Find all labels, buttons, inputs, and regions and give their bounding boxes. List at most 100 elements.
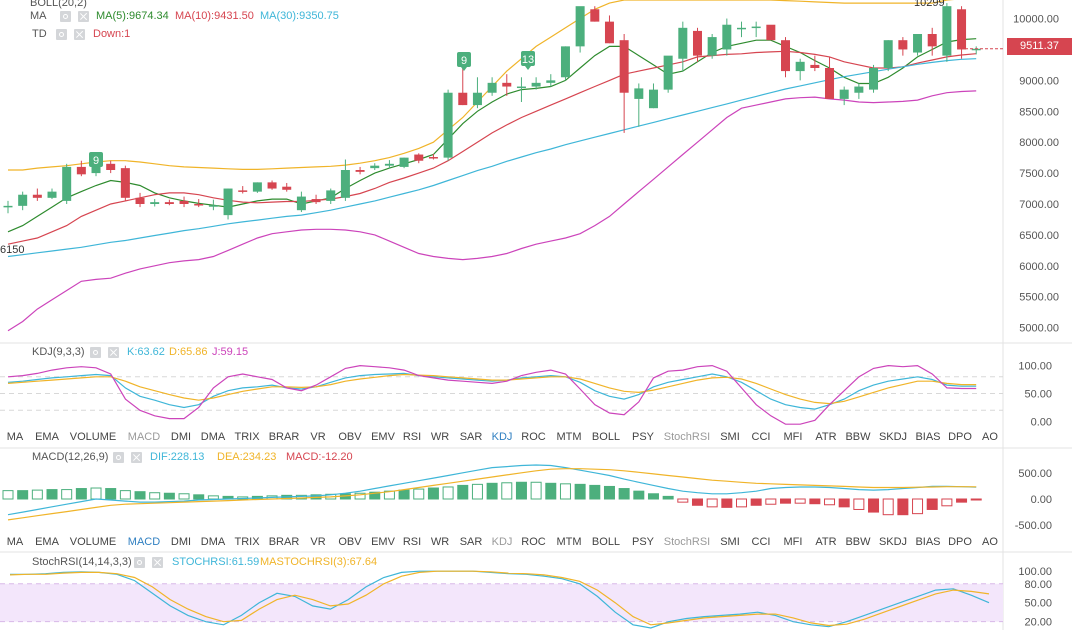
candle xyxy=(120,168,130,198)
tab-mtm[interactable]: MTM xyxy=(556,431,582,443)
tab-stochrsi[interactable]: StochRSI xyxy=(663,431,711,443)
tab-skdj[interactable]: SKDJ xyxy=(878,431,908,443)
tab-smi[interactable]: SMI xyxy=(720,431,740,443)
tab-boll[interactable]: BOLL xyxy=(591,536,621,548)
tab-bias[interactable]: BIAS xyxy=(915,431,941,443)
macd-histogram-bar xyxy=(486,482,498,500)
tab-vr[interactable]: VR xyxy=(310,431,326,443)
candle xyxy=(340,170,350,198)
tab-ema[interactable]: EMA xyxy=(35,431,59,443)
close-icon[interactable] xyxy=(131,452,142,463)
tab-emv[interactable]: EMV xyxy=(371,431,395,443)
tab-brar[interactable]: BRAR xyxy=(268,536,300,548)
tab-skdj[interactable]: SKDJ xyxy=(878,536,908,548)
tab-obv[interactable]: OBV xyxy=(338,431,362,443)
candle xyxy=(619,40,629,93)
candle xyxy=(766,24,776,41)
tab-obv[interactable]: OBV xyxy=(338,536,362,548)
boll-legend: BOLL(20,2) xyxy=(30,0,87,10)
macd-dea-value: DEA:234.23 xyxy=(217,451,277,463)
stochrsi-y-tick: 100.00 xyxy=(1018,566,1052,578)
tab-dpo[interactable]: DPO xyxy=(948,536,972,548)
tab-roc[interactable]: ROC xyxy=(521,431,546,443)
tab-dmi[interactable]: DMI xyxy=(170,431,192,443)
tab-mfi[interactable]: MFI xyxy=(783,536,803,548)
macd-histogram-bar xyxy=(824,498,836,506)
tab-trix[interactable]: TRIX xyxy=(234,431,260,443)
td-marker xyxy=(89,152,103,167)
tab-ema[interactable]: EMA xyxy=(35,536,59,548)
close-icon[interactable] xyxy=(74,29,85,40)
tab-atr[interactable]: ATR xyxy=(815,536,837,548)
tab-ma[interactable]: MA xyxy=(6,431,24,443)
ma-legend: MA xyxy=(30,9,47,23)
candle xyxy=(810,64,820,68)
close-icon[interactable] xyxy=(108,347,119,358)
tab-bbw[interactable]: BBW xyxy=(845,431,871,443)
td-marker-pointer xyxy=(93,167,99,171)
tab-macd[interactable]: MACD xyxy=(127,536,161,548)
tab-brar[interactable]: BRAR xyxy=(268,431,300,443)
indicator-tab-bar: MA EMA VOLUME MACD DMI DMA TRIX BRAR VR OBV EMV RSI… xyxy=(0,429,1005,445)
kdj-line-d xyxy=(7,373,977,405)
visibility-toggle-icon[interactable] xyxy=(90,347,101,358)
tab-emv[interactable]: EMV xyxy=(371,536,395,548)
tab-volume[interactable]: VOLUME xyxy=(69,536,117,548)
tab-volume[interactable]: VOLUME xyxy=(69,431,117,443)
tab-ao[interactable]: AO xyxy=(982,431,998,443)
macd-histogram-bar xyxy=(61,489,73,500)
tab-dmi[interactable]: DMI xyxy=(170,536,192,548)
macd-histogram-bar xyxy=(134,491,146,500)
tab-dma[interactable]: DMA xyxy=(200,431,226,443)
tab-boll[interactable]: BOLL xyxy=(591,431,621,443)
tab-stochrsi[interactable]: StochRSI xyxy=(663,536,711,548)
candle xyxy=(62,166,72,201)
visibility-toggle-icon[interactable] xyxy=(60,11,71,22)
tab-sar[interactable]: SAR xyxy=(459,431,483,443)
candle xyxy=(560,46,570,78)
visibility-toggle-icon[interactable] xyxy=(134,557,145,568)
kdj-k-value: K:63.62 xyxy=(127,346,165,358)
tab-kdj[interactable]: KDJ xyxy=(491,536,513,548)
visibility-toggle-icon[interactable] xyxy=(56,29,67,40)
tab-cci[interactable]: CCI xyxy=(751,431,771,443)
tab-rsi[interactable]: RSI xyxy=(402,431,422,443)
tab-dpo[interactable]: DPO xyxy=(948,431,972,443)
tab-mfi[interactable]: MFI xyxy=(783,431,803,443)
series-line-ma10 xyxy=(7,50,977,245)
tab-wr[interactable]: WR xyxy=(430,536,450,548)
tab-dma[interactable]: DMA xyxy=(200,536,226,548)
tab-rsi[interactable]: RSI xyxy=(402,536,422,548)
tab-vr[interactable]: VR xyxy=(310,536,326,548)
candle xyxy=(604,21,614,44)
tab-ma[interactable]: MA xyxy=(6,536,24,548)
y-tick-label: 7500.00 xyxy=(1019,168,1059,180)
tab-bbw[interactable]: BBW xyxy=(845,536,871,548)
candle xyxy=(692,30,702,56)
tab-atr[interactable]: ATR xyxy=(815,431,837,443)
tab-roc[interactable]: ROC xyxy=(521,536,546,548)
tab-psy[interactable]: PSY xyxy=(631,431,654,443)
tab-macd[interactable]: MACD xyxy=(127,431,161,443)
visibility-toggle-icon[interactable] xyxy=(113,452,124,463)
tab-smi[interactable]: SMI xyxy=(720,536,740,548)
macd-legend-label: MACD(12,26,9) xyxy=(32,451,109,463)
tab-wr[interactable]: WR xyxy=(430,431,450,443)
tab-kdj[interactable]: KDJ xyxy=(491,431,513,443)
tab-mtm[interactable]: MTM xyxy=(556,536,582,548)
tab-trix[interactable]: TRIX xyxy=(234,536,260,548)
close-icon[interactable] xyxy=(78,11,89,22)
close-icon[interactable] xyxy=(152,557,163,568)
macd-histogram-bar xyxy=(90,487,102,500)
candle xyxy=(971,48,981,51)
kdj-d-value: D:65.86 xyxy=(169,346,208,358)
tab-bias[interactable]: BIAS xyxy=(915,536,941,548)
tab-sar[interactable]: SAR xyxy=(459,536,483,548)
tab-ao[interactable]: AO xyxy=(982,536,998,548)
macd-dif-value: DIF:228.13 xyxy=(150,451,205,463)
candle xyxy=(634,88,644,99)
tab-psy[interactable]: PSY xyxy=(631,536,654,548)
macd-histogram-bar xyxy=(853,498,865,510)
tab-cci[interactable]: CCI xyxy=(751,536,771,548)
